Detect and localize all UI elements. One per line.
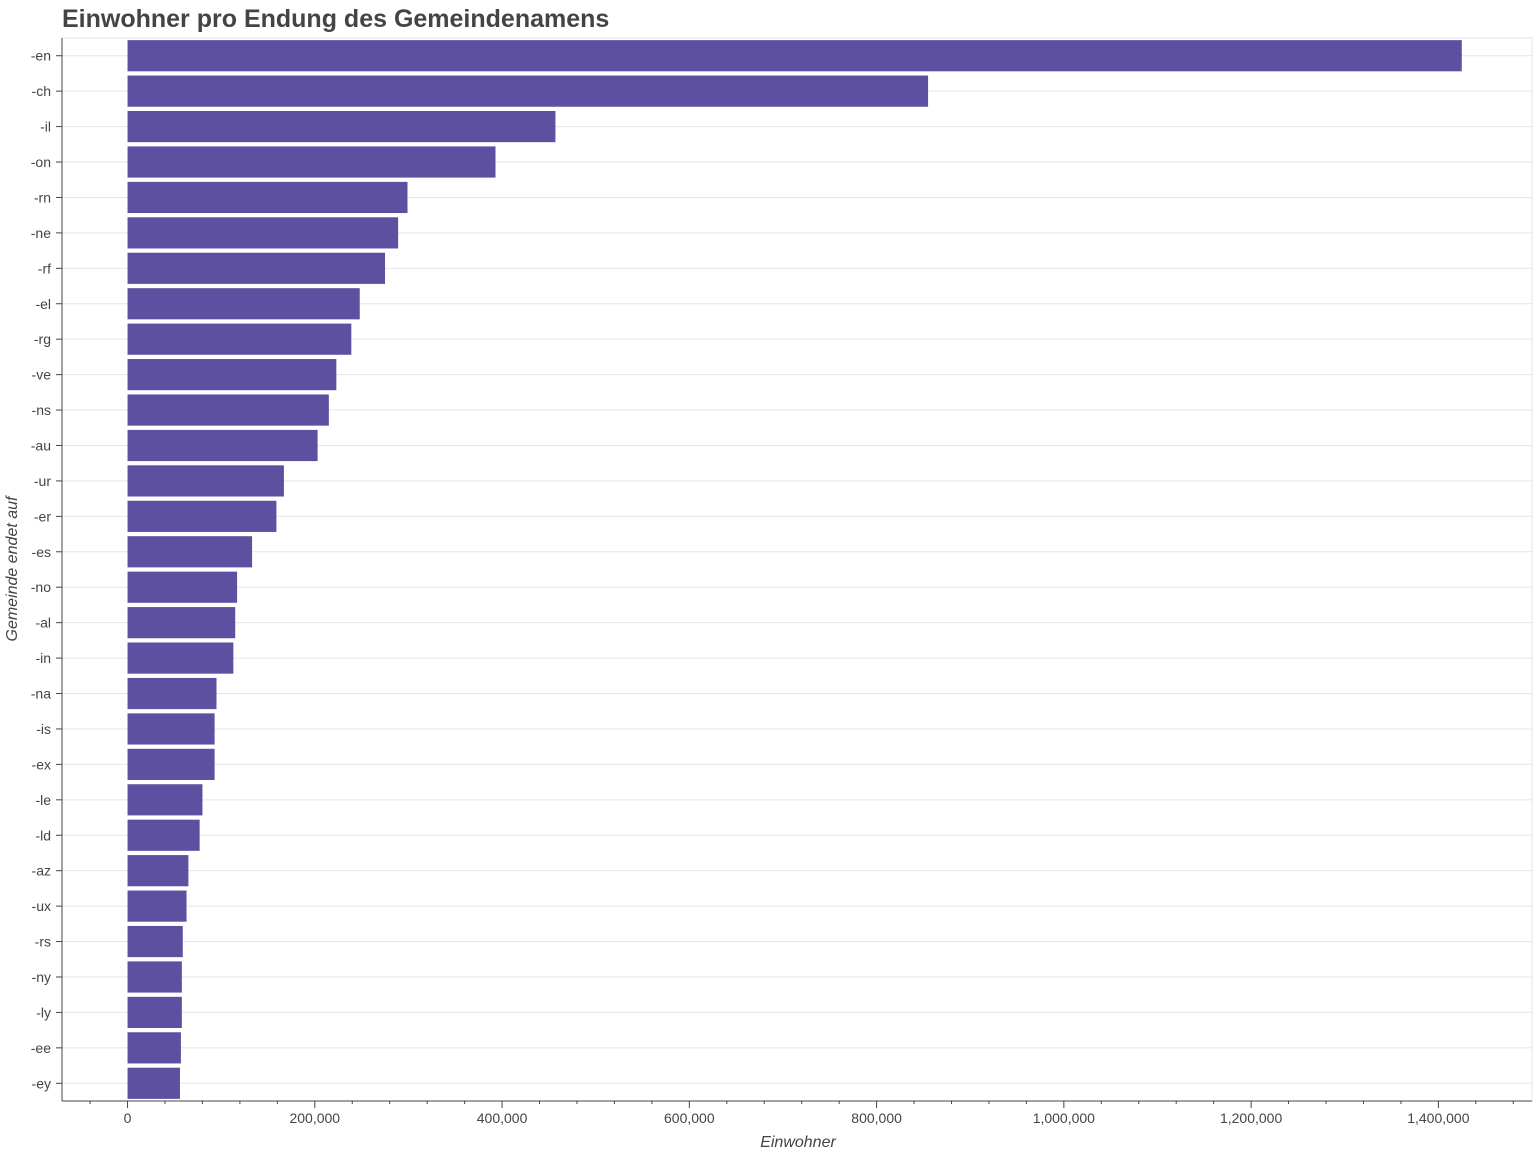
bar-ve [127, 359, 337, 391]
y-tick-label: -in [35, 650, 51, 666]
bar-ld [127, 819, 200, 851]
y-tick-label: -ny [32, 969, 51, 985]
y-tick-label: -ns [32, 402, 51, 418]
bar-en [127, 40, 1462, 72]
y-tick-label: -ux [32, 898, 51, 914]
y-tick-label: -ex [32, 756, 51, 772]
bar-rn [127, 181, 408, 214]
x-tick-label: 1,000,000 [1033, 1110, 1095, 1126]
y-tick-label: -ly [36, 1004, 51, 1020]
bars-layer [127, 40, 1462, 1099]
x-tick-label: 800,000 [851, 1110, 902, 1126]
x-tick-label: 200,000 [289, 1110, 340, 1126]
bar-az [127, 855, 189, 887]
bar-er [127, 500, 277, 532]
y-tick-label: -ur [34, 473, 51, 489]
bar-ux [127, 890, 187, 922]
y-tick-label: -il [40, 119, 51, 135]
bar-rs [127, 925, 183, 958]
x-tick-label: 0 [124, 1110, 132, 1126]
y-tick-label: -al [35, 615, 51, 631]
y-tick-label: -ee [31, 1040, 51, 1056]
bar-is [127, 713, 215, 745]
y-axis-label: Gemeinde endet auf [4, 495, 21, 642]
bar-no [127, 571, 238, 603]
y-tick-label: -no [31, 579, 51, 595]
y-tick-label: -ch [32, 83, 51, 99]
bar-au [127, 429, 318, 462]
chart-title: Einwohner pro Endung des Gemeindenamens [62, 5, 609, 33]
y-tick-label: -ey [32, 1075, 51, 1091]
bar-rg [127, 323, 352, 355]
bar-ny [127, 961, 182, 993]
bar-rf [127, 252, 386, 284]
x-axis-label: Einwohner [760, 1134, 836, 1151]
y-tick-label: -ve [32, 367, 52, 383]
y-tick-label: -en [31, 48, 51, 64]
x-tick-label: 400,000 [477, 1110, 528, 1126]
y-tick-label: -on [31, 154, 51, 170]
y-tick-label: -rs [35, 934, 51, 950]
x-tick-label: 1,200,000 [1220, 1110, 1282, 1126]
y-tick-label: -rn [34, 189, 51, 205]
y-tick-label: -er [34, 508, 51, 524]
y-tick-label: -au [31, 437, 51, 453]
bar-na [127, 677, 217, 710]
bar-ne [127, 217, 399, 249]
y-tick-label: -rg [34, 331, 51, 347]
y-tick-label: -az [32, 863, 51, 879]
x-tick-label: 600,000 [664, 1110, 715, 1126]
y-tick-label: -le [35, 792, 51, 808]
bar-es [127, 536, 253, 568]
x-tick-label: 1,400,000 [1407, 1110, 1469, 1126]
y-tick-label: -is [36, 721, 51, 737]
bar-ex [127, 748, 215, 780]
bar-le [127, 784, 203, 816]
bar-ey [127, 1067, 180, 1099]
bar-al [127, 607, 236, 639]
bar-ns [127, 394, 329, 426]
y-tick-label: -ne [31, 225, 51, 241]
y-tick-label: -ld [35, 827, 51, 843]
bar-ch [127, 75, 929, 107]
y-tick-label: -el [35, 296, 51, 312]
bar-ur [127, 465, 284, 497]
bar-in [127, 642, 234, 674]
bar-ee [127, 1032, 181, 1064]
bar-ly [127, 996, 182, 1029]
y-tick-label: -es [32, 544, 51, 560]
y-tick-label: -na [31, 686, 51, 702]
bar-el [127, 288, 360, 320]
bar-on [127, 146, 496, 178]
y-tick-label: -rf [38, 260, 51, 276]
axes-layer: -en -ch -il -on -rn -ne -rf -el -rg -ve -ns -au -ur -… [31, 38, 1532, 1126]
bar-il [127, 110, 556, 143]
